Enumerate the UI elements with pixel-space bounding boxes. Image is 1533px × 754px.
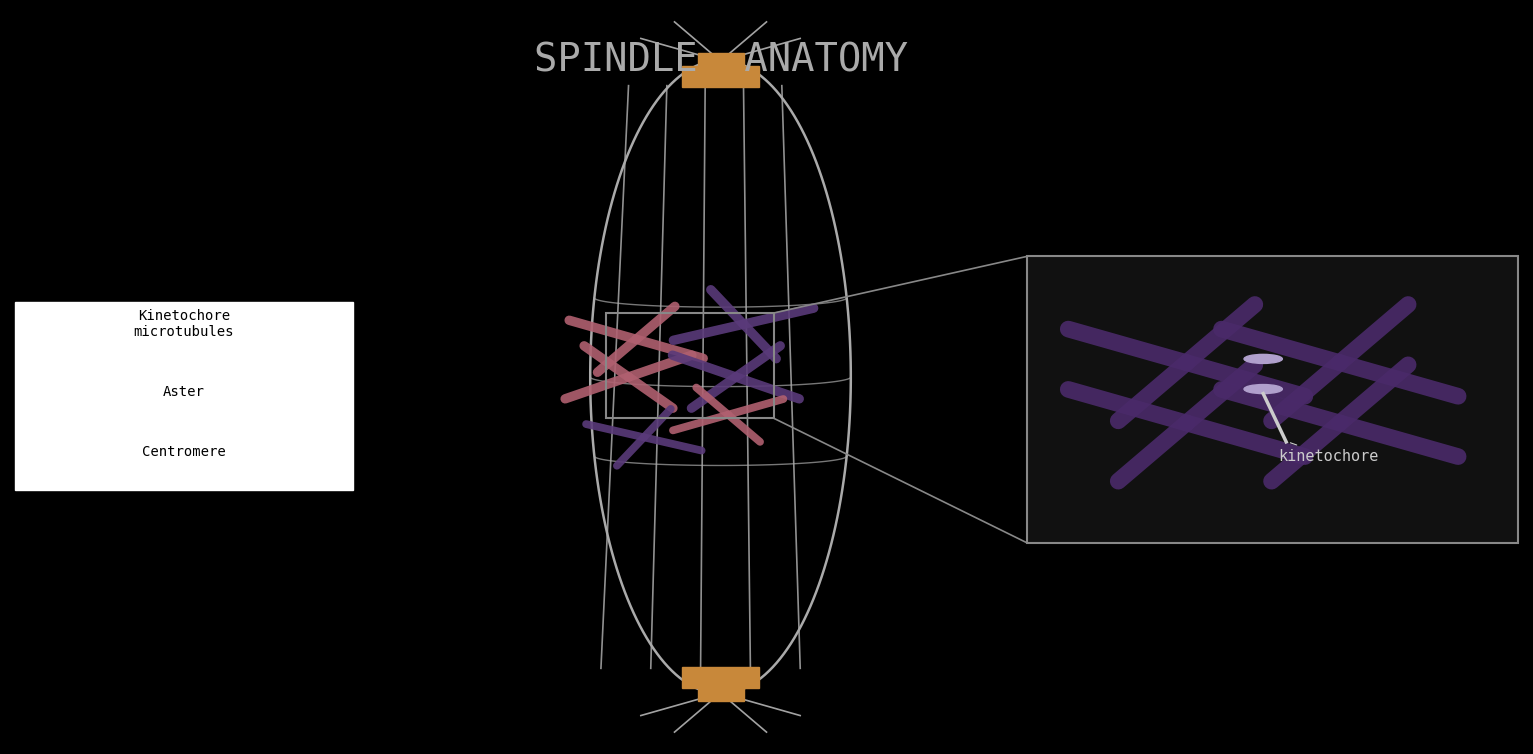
Text: SPINDLE  ANATOMY: SPINDLE ANATOMY [533,41,908,79]
Bar [15,302,353,490]
Bar [698,688,744,701]
Bar [682,66,759,87]
Text: Aster: Aster [162,385,205,399]
Ellipse shape [1245,385,1282,394]
Text: kinetochore: kinetochore [1279,443,1378,464]
Bar [1027,256,1518,543]
Bar [698,53,744,66]
Bar [682,667,759,688]
Bar [606,313,774,418]
Text: Centromere: Centromere [143,446,225,459]
Text: Kinetochore
microtubules: Kinetochore microtubules [133,309,235,339]
Ellipse shape [1245,354,1282,363]
